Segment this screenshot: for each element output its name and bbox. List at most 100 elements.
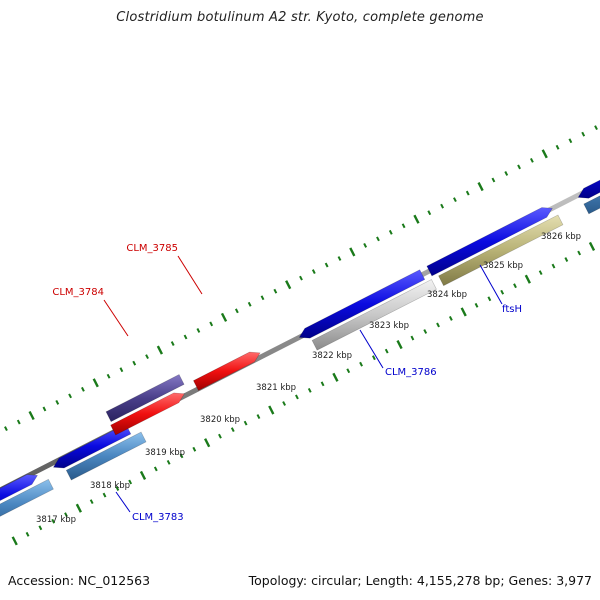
inner-tick	[25, 531, 30, 537]
genome-summary: Topology: circular; Length: 4,155,278 bp…	[248, 573, 592, 588]
kbp-label: 3821 kbp	[256, 383, 296, 393]
cds-3817-rev	[0, 478, 54, 517]
outer-tick	[285, 280, 292, 290]
kbp-label: 3818 kbp	[90, 481, 130, 491]
outer-tick	[349, 247, 356, 257]
outer-tick	[68, 393, 72, 399]
inner-tick	[153, 466, 158, 472]
inner-tick	[11, 536, 18, 546]
outer-tick	[363, 242, 368, 248]
outer-tick	[55, 400, 60, 405]
outer-tick	[465, 190, 470, 196]
leader-clm_3784	[103, 299, 129, 337]
gene-labels: CLM_3783 CLM_3784 CLM_3785 CLM_3786 ftsH	[52, 243, 522, 523]
outer-tick	[311, 269, 316, 274]
inner-tick	[166, 459, 171, 465]
outer-tick	[170, 341, 175, 346]
outer-tick	[42, 406, 47, 412]
accession-label: Accession: NC_012563	[8, 573, 151, 588]
outer-tick	[337, 256, 342, 261]
outer-tick	[594, 125, 598, 131]
inner-tick	[128, 479, 133, 485]
inner-tick	[396, 340, 403, 350]
inner-tick	[179, 453, 184, 459]
outer-tick	[132, 360, 137, 366]
outer-tick	[388, 229, 393, 235]
outer-tick	[324, 262, 329, 268]
outer-tick	[145, 354, 149, 360]
inner-tick	[538, 270, 543, 276]
outer-tick	[491, 177, 496, 183]
inner-tick	[282, 401, 286, 406]
inner-tick	[359, 361, 363, 367]
map-title: Clostridium botulinum A2 str. Kyoto, com…	[116, 10, 484, 25]
inner-tick	[564, 257, 569, 262]
inner-tick	[460, 307, 467, 317]
clm-3784-feature-purple	[105, 374, 185, 422]
outer-tick	[440, 203, 444, 209]
clm-3785-feature	[193, 351, 261, 391]
cds-3822-fwd	[298, 269, 426, 339]
outer-tick	[234, 308, 239, 314]
outer-tick	[541, 149, 548, 159]
leader-clm_3785	[177, 255, 203, 295]
inner-tick	[307, 387, 312, 393]
inner-tick	[218, 433, 222, 439]
inner-tick	[551, 263, 556, 269]
leader-clm_3786	[359, 329, 384, 369]
inner-tick	[372, 355, 376, 361]
outer-tick	[504, 171, 509, 176]
outer-tick	[81, 386, 85, 392]
outer-tick	[106, 373, 111, 379]
inner-tick	[474, 302, 479, 308]
cds-3817-fwd	[0, 474, 38, 502]
gene-label-clm_3786: CLM_3786	[385, 367, 437, 378]
inner-tick	[410, 335, 415, 341]
outer-tick	[427, 210, 432, 216]
inner-tick	[295, 394, 299, 400]
inner-tick	[423, 329, 428, 334]
outer-tick	[183, 334, 188, 340]
outer-tick	[196, 328, 201, 333]
inner-tick	[256, 414, 261, 419]
inner-tick	[577, 250, 582, 256]
outer-tick	[477, 181, 484, 192]
kbp-scale-labels: 3817 kbp 3818 kbp 3819 kbp 3820 kbp 3821 kbp…	[36, 232, 581, 525]
outer-tick	[16, 419, 21, 425]
clm-3786-feature	[311, 279, 437, 351]
outer-tick-row	[4, 125, 598, 432]
inner-tick	[38, 525, 43, 531]
outer-tick	[156, 345, 164, 355]
gene-label-clm_3785: CLM_3785	[126, 243, 178, 254]
cds-3818-rev	[65, 431, 147, 481]
inner-tick	[75, 503, 82, 513]
outer-tick	[517, 164, 521, 170]
outer-tick	[28, 410, 35, 421]
inner-tick	[204, 438, 211, 448]
outer-tick	[220, 312, 228, 322]
kbp-label: 3824 kbp	[427, 290, 467, 300]
kbp-label: 3825 kbp	[483, 261, 523, 271]
gene-label-ftsh: ftsH	[502, 304, 522, 315]
inner-tick	[448, 316, 453, 321]
outer-tick	[260, 295, 265, 301]
outer-tick	[119, 367, 124, 373]
inner-tick	[513, 283, 517, 289]
inner-tick	[102, 492, 107, 498]
inner-tick	[268, 405, 275, 415]
outer-tick	[581, 131, 586, 137]
kbp-label: 3822 kbp	[312, 351, 352, 361]
inner-tick	[89, 499, 94, 505]
inner-tick	[487, 296, 492, 302]
kbp-label: 3826 kbp	[541, 232, 581, 242]
inner-tick	[500, 289, 505, 295]
outer-tick	[413, 214, 420, 224]
inner-tick	[139, 470, 147, 480]
outer-tick	[299, 275, 303, 281]
kbp-label: 3817 kbp	[36, 515, 76, 525]
feature-track	[0, 179, 600, 517]
leader-ftsh	[479, 264, 503, 305]
clm-3784-feature-red	[110, 392, 185, 436]
inner-tick	[384, 348, 389, 354]
